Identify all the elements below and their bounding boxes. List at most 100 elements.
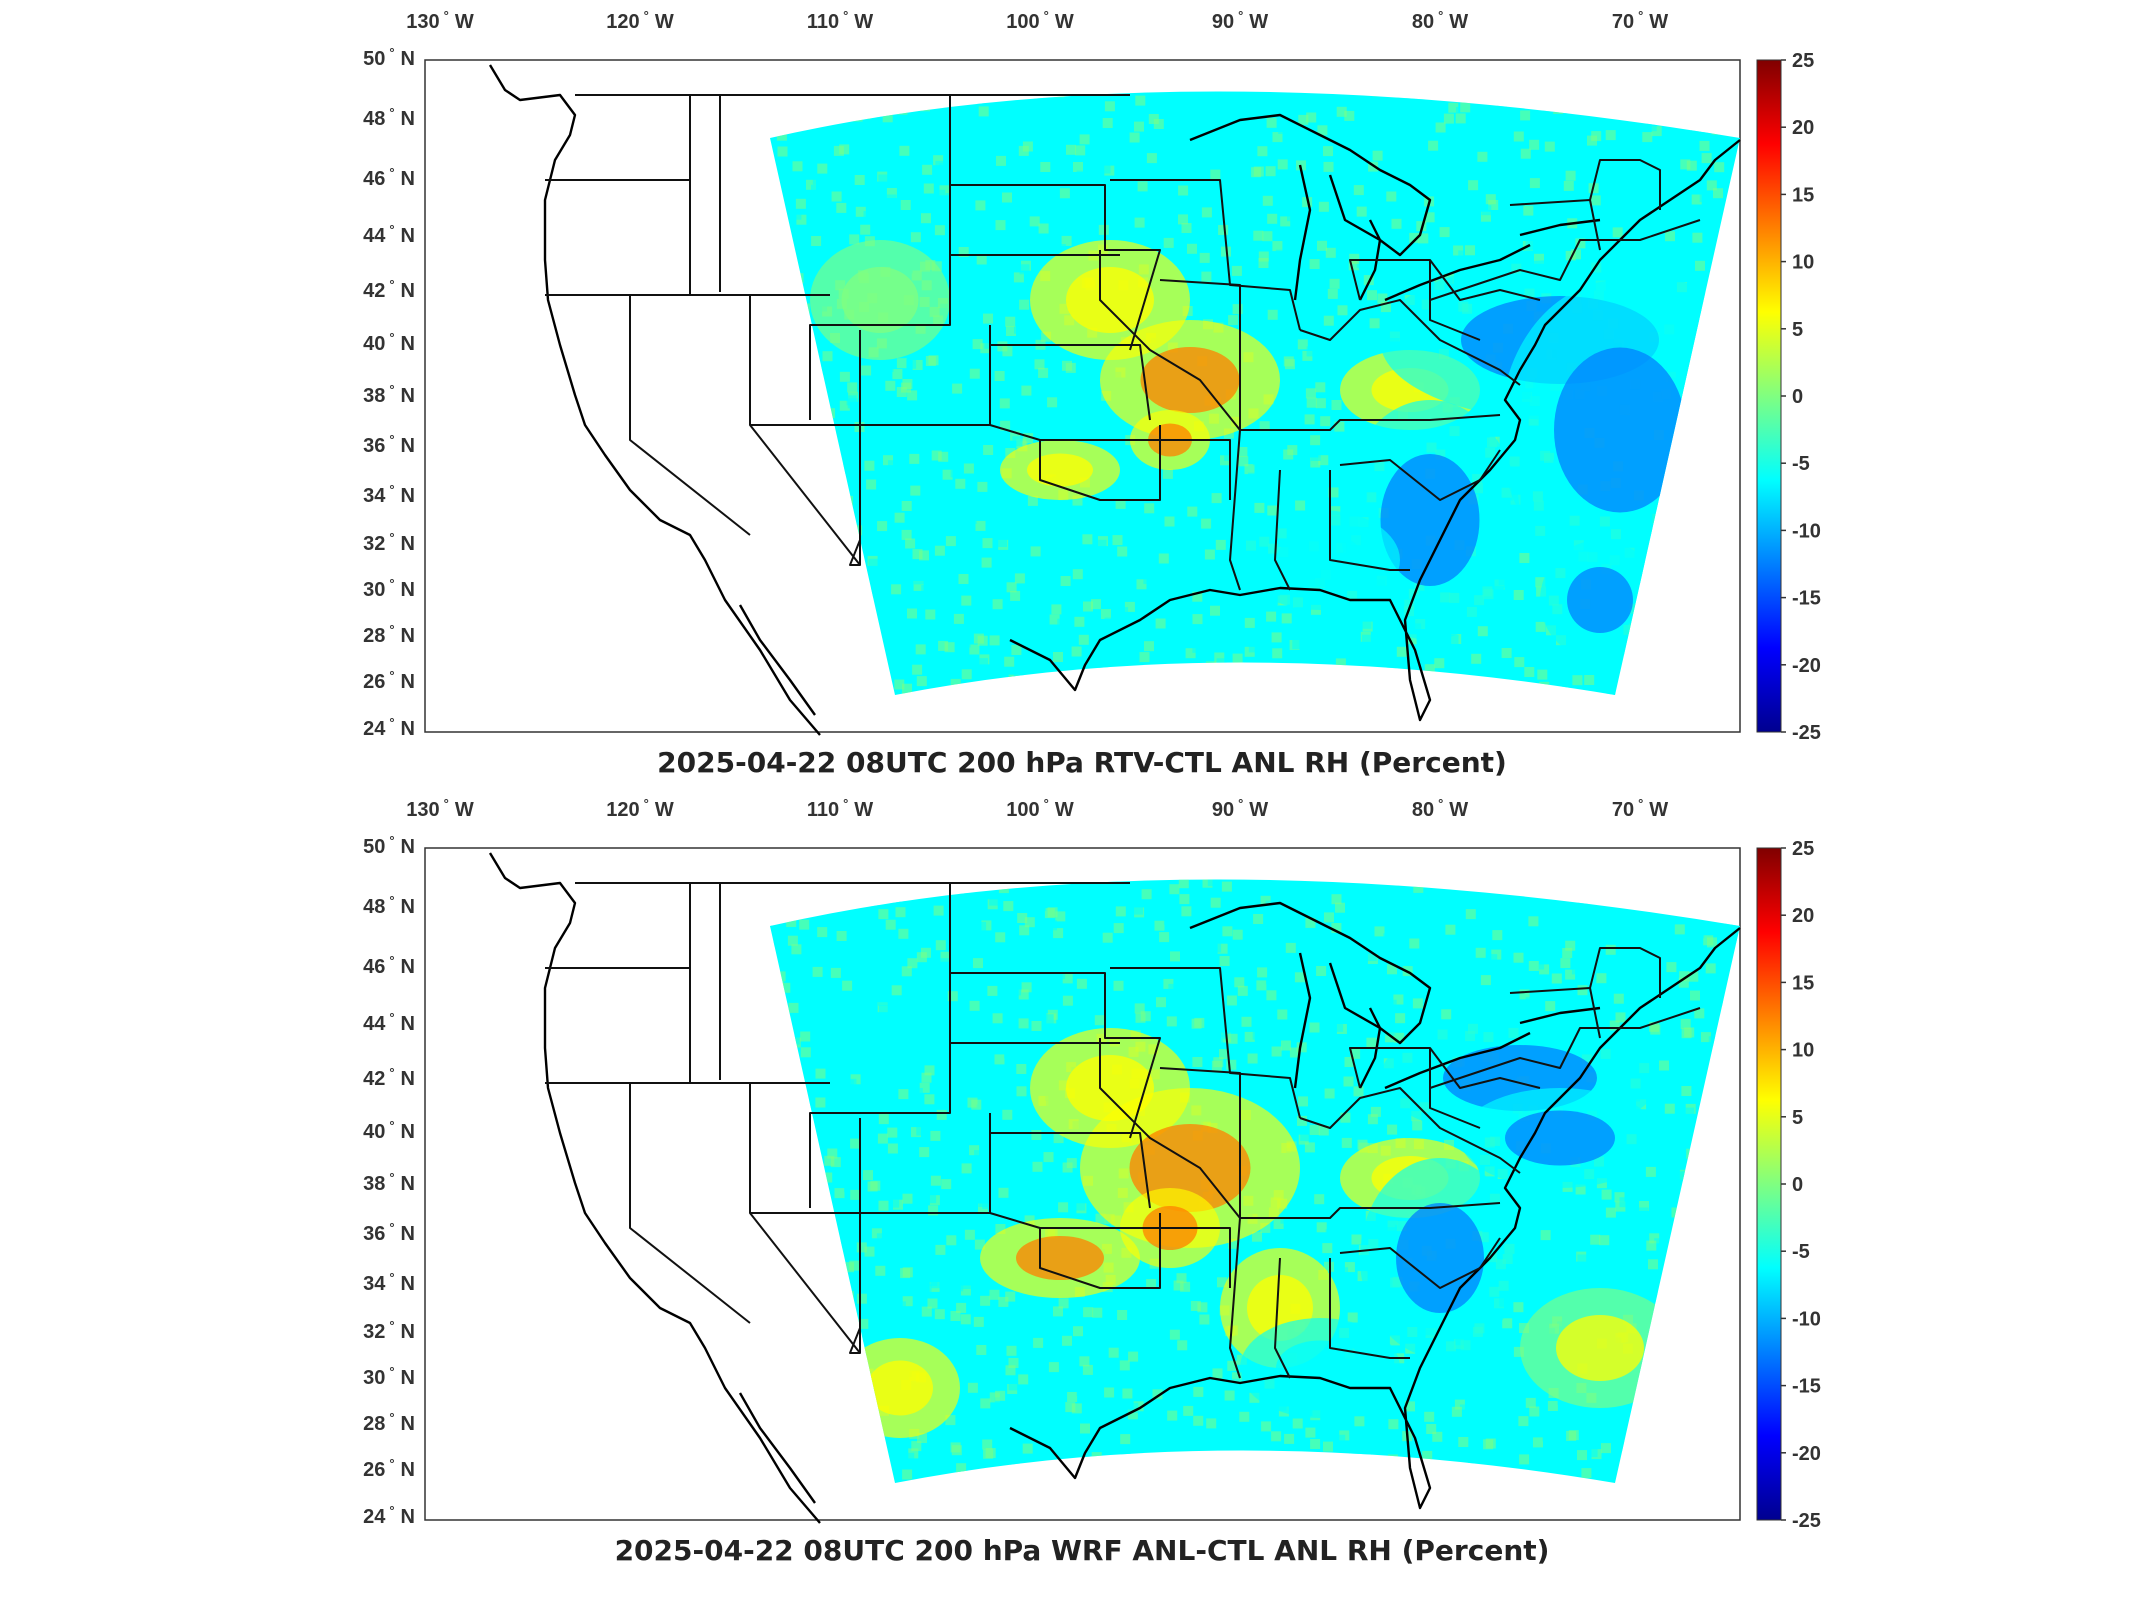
field-cell <box>1167 188 1178 199</box>
field-cell <box>1654 1238 1665 1249</box>
field-cell <box>1005 1365 1016 1376</box>
field-cell <box>1171 197 1181 208</box>
field-cell <box>839 371 850 382</box>
field-cell <box>1085 200 1096 210</box>
field-cell <box>1515 624 1526 635</box>
field-cell <box>1497 149 1508 160</box>
field-cell <box>1674 1126 1685 1137</box>
field-cell <box>1033 1337 1044 1348</box>
field-cell <box>1261 1421 1272 1432</box>
field-cell <box>1107 151 1118 162</box>
field-cell <box>995 220 1006 231</box>
field-cell <box>1110 1440 1121 1451</box>
field-cell <box>1542 107 1553 117</box>
field-cell <box>1529 1384 1540 1395</box>
field-cell <box>1357 839 1367 849</box>
field-cell <box>1329 358 1340 369</box>
field-cell <box>1666 962 1677 973</box>
field-cell <box>1704 174 1715 185</box>
field-cell <box>1091 955 1102 966</box>
lat-label: 36 ° N <box>363 1220 415 1245</box>
field-cell <box>945 536 956 547</box>
field-cell <box>1066 828 1076 838</box>
field-cell <box>1339 471 1350 482</box>
field-cell <box>1294 972 1305 983</box>
field-cell <box>817 163 828 174</box>
field-cell <box>881 494 892 505</box>
state-line <box>1429 260 1481 341</box>
field-cell <box>1652 832 1662 842</box>
field-cell <box>1013 272 1024 283</box>
field-cell <box>1006 1220 1016 1231</box>
field-cell <box>934 1213 945 1224</box>
field-cell <box>1043 119 1054 130</box>
field-anomaly-core <box>1505 1110 1615 1166</box>
field-cell <box>1237 447 1248 457</box>
field-cell <box>1012 436 1023 447</box>
field-cell <box>961 595 972 606</box>
field-cell <box>901 966 912 977</box>
field-cell <box>946 1097 957 1108</box>
field-cell <box>953 1281 964 1292</box>
field-cell <box>1481 211 1491 222</box>
lon-label: 110 ° W <box>807 796 873 821</box>
field-cell <box>1544 141 1555 152</box>
field-cell <box>1040 162 1051 172</box>
lon-label: 120 ° W <box>606 8 674 33</box>
field-cell <box>1062 995 1073 1006</box>
field-cell <box>1072 569 1083 580</box>
field-cell <box>1176 1032 1187 1043</box>
colorbar-tick-label: -10 <box>1792 520 1821 542</box>
field-cell <box>1002 529 1013 539</box>
field-cell <box>1231 265 1242 276</box>
field-cell <box>921 1181 932 1192</box>
state-boundaries <box>488 852 1741 1524</box>
field-cell <box>1061 235 1072 246</box>
field-cell <box>995 1348 1006 1359</box>
state-line <box>1299 299 1521 386</box>
field-cell <box>1633 240 1643 251</box>
field-cell <box>981 272 992 283</box>
field-cell <box>1204 839 1214 849</box>
field-cell <box>1623 230 1633 241</box>
lat-label: 26 ° N <box>363 1456 415 1481</box>
field-cell <box>1305 962 1316 973</box>
field-cell <box>1219 555 1229 565</box>
field-cell <box>1686 160 1697 171</box>
colorbar-tick-label: -15 <box>1792 588 1821 610</box>
field-cell <box>960 637 971 648</box>
field-cell <box>1706 180 1717 191</box>
field-cell <box>863 1170 873 1181</box>
field-cell <box>1348 1088 1359 1098</box>
field-anomaly-core <box>1027 453 1093 487</box>
field-cell <box>1276 105 1287 116</box>
field-cell <box>1005 1291 1016 1302</box>
field-cell <box>1528 560 1539 570</box>
field-cell <box>1558 923 1569 934</box>
field-cell <box>1038 223 1049 234</box>
field-cell <box>895 907 906 918</box>
field-cell <box>1380 302 1391 313</box>
field-cell <box>1571 964 1582 975</box>
baja-coastline <box>738 1392 816 1504</box>
field-cell <box>1217 943 1228 954</box>
field-cell <box>864 460 875 471</box>
lon-label: 90 ° W <box>1212 796 1268 821</box>
field-cell <box>1599 1235 1610 1246</box>
lon-label: 130 ° W <box>406 796 474 821</box>
colorbar-tick-label: -20 <box>1792 655 1821 677</box>
field-cell <box>1022 141 1033 152</box>
field-cell <box>1561 678 1572 689</box>
field-cell <box>1271 1046 1282 1057</box>
field-cell <box>1128 1351 1139 1362</box>
field-cell <box>1136 47 1146 57</box>
lon-label: 90 ° W <box>1212 8 1268 33</box>
field-cell <box>1210 897 1221 908</box>
field-cell <box>1533 1437 1543 1448</box>
field-cell <box>969 1000 980 1011</box>
field-cell <box>858 838 868 848</box>
field-cell <box>980 1295 991 1306</box>
field-cell <box>1328 442 1339 453</box>
field-cell <box>1614 1192 1625 1203</box>
field-cell <box>1747 220 1757 230</box>
